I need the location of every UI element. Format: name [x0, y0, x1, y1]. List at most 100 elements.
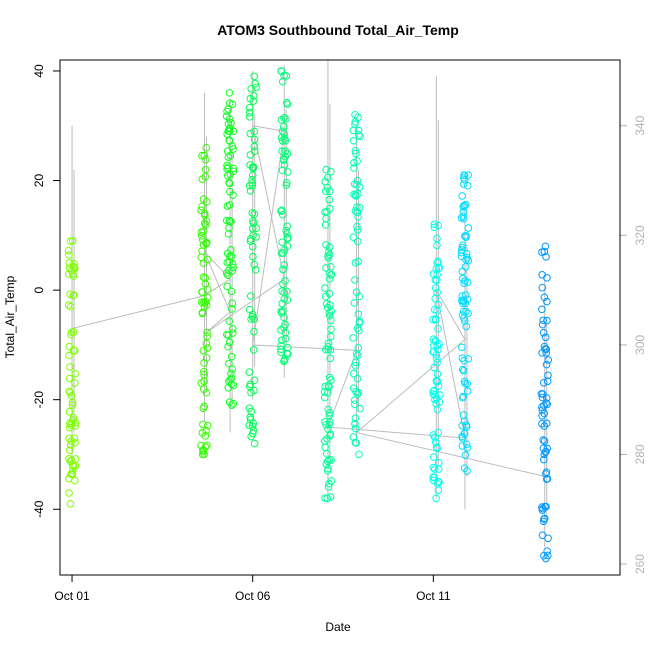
data-point: [352, 192, 360, 200]
data-point: [223, 271, 232, 279]
data-point: [459, 392, 468, 401]
data-point: [350, 299, 359, 307]
data-point: [202, 339, 211, 348]
data-point: [324, 252, 332, 260]
data-point: [322, 264, 330, 272]
data-point: [461, 263, 470, 271]
data-point: [543, 444, 552, 453]
data-point: [70, 264, 78, 272]
data-point: [460, 232, 469, 240]
data-point: [354, 131, 363, 139]
data-point: [249, 219, 258, 227]
data-point: [434, 486, 443, 494]
data-point: [68, 401, 77, 409]
data-point: [224, 230, 233, 238]
data-point: [71, 455, 80, 463]
data-point: [281, 277, 289, 285]
data-point: [433, 405, 442, 414]
data-point: [223, 161, 231, 170]
data-point: [249, 419, 257, 428]
data-point: [458, 292, 466, 300]
data-point: [278, 210, 287, 219]
data-point: [199, 195, 208, 203]
data-point: [203, 421, 212, 430]
data-point: [223, 202, 232, 210]
right-axis: 340 320 300 280 260: [619, 115, 647, 574]
data-point: [324, 345, 333, 354]
data-point: [67, 437, 76, 445]
data-point: [323, 183, 332, 192]
data-point: [354, 190, 362, 198]
data-point: [540, 515, 548, 523]
data-point: [245, 113, 254, 121]
data-point: [277, 249, 286, 257]
data-point: [349, 384, 358, 392]
data-point: [434, 459, 443, 467]
data-point: [322, 449, 331, 458]
data-point: [325, 187, 334, 196]
data-point: [280, 261, 289, 269]
data-point: [430, 465, 439, 473]
data-point: [538, 504, 547, 513]
data-point: [351, 110, 359, 119]
data-point: [65, 259, 74, 267]
data-point: [248, 242, 257, 251]
y-tick-label: -20: [32, 391, 46, 409]
data-point: [431, 276, 440, 284]
data-point: [354, 212, 362, 221]
data-point: [326, 167, 335, 176]
data-point: [325, 479, 333, 488]
data-point: [203, 255, 212, 264]
data-point: [66, 499, 75, 508]
data-point: [540, 437, 549, 445]
data-point: [226, 170, 235, 179]
data-point: [433, 234, 441, 243]
data-point: [432, 264, 441, 273]
data-point: [245, 382, 254, 391]
data-point: [459, 212, 467, 221]
data-point: [457, 343, 466, 352]
data-point: [459, 367, 468, 375]
data-point: [349, 433, 358, 441]
data-point: [66, 290, 74, 299]
data-point: [352, 350, 361, 358]
data-point: [225, 89, 234, 97]
x-tick-label: Oct 01: [54, 589, 90, 603]
data-point: [252, 233, 260, 241]
data-point: [200, 370, 208, 379]
data-point: [327, 262, 335, 271]
data-point: [538, 271, 546, 279]
data-point: [542, 360, 551, 369]
data-point: [463, 181, 472, 190]
data-point: [542, 394, 551, 402]
data-point: [429, 431, 438, 439]
data-point: [281, 334, 290, 343]
data-point: [245, 103, 254, 112]
data-point: [202, 354, 211, 362]
data-point: [251, 266, 260, 274]
data-point: [432, 494, 440, 503]
data-point: [462, 233, 470, 242]
data-point: [327, 376, 335, 384]
data-point: [351, 146, 360, 155]
data-point: [227, 380, 236, 388]
data-point: [460, 417, 469, 426]
data-point: [458, 434, 467, 442]
data-point: [227, 369, 235, 378]
data-point: [430, 473, 439, 482]
data-point: [228, 305, 236, 313]
data-point: [281, 136, 290, 145]
data-point: [432, 443, 441, 452]
data-point: [227, 374, 236, 382]
data-point: [543, 547, 551, 555]
data-point: [349, 136, 358, 145]
data-point: [433, 370, 442, 378]
data-point: [66, 446, 74, 455]
chart-title: ATOM3 Southbound Total_Air_Temp: [217, 22, 459, 38]
data-point: [199, 273, 208, 281]
data-point: [353, 157, 361, 165]
data-point: [250, 260, 259, 269]
data-point: [325, 411, 334, 420]
data-point: [434, 324, 442, 333]
data-point: [249, 426, 258, 435]
